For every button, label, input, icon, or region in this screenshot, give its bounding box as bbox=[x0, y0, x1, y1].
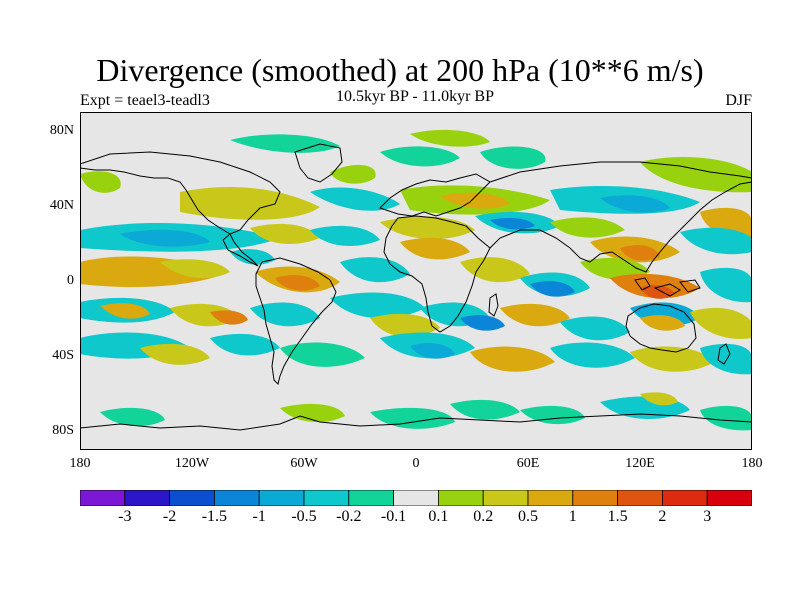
colorbar-label-10: 1 bbox=[568, 508, 577, 525]
colorbar-box-9 bbox=[482, 490, 529, 506]
colorbar-label-0: -3 bbox=[118, 508, 132, 525]
lon-label-0: 0 bbox=[412, 456, 420, 471]
divergence-map bbox=[80, 112, 752, 450]
colorbar-box-7 bbox=[393, 490, 439, 506]
colorbar-label-3: -1 bbox=[252, 508, 266, 525]
colorbar-label-11: 1.5 bbox=[607, 508, 628, 525]
colorbar-box-6 bbox=[348, 490, 394, 506]
map-title: Divergence (smoothed) at 200 hPa (10**6 … bbox=[96, 52, 704, 88]
lon-label-180w: 180 bbox=[69, 456, 91, 471]
colorbar-label-4: -0.5 bbox=[291, 508, 317, 525]
colorbar-label-8: 0.2 bbox=[473, 508, 494, 525]
colorbar-label-6: -0.1 bbox=[380, 508, 407, 525]
colorbar-box-14 bbox=[706, 490, 752, 506]
lat-label-40s: 40S bbox=[52, 348, 74, 363]
colorbar-label-13: 3 bbox=[703, 508, 712, 525]
colorbar bbox=[80, 490, 752, 506]
colorbar-box-3 bbox=[213, 490, 260, 506]
lon-label-120e: 120E bbox=[625, 456, 655, 471]
lon-label-60w: 60W bbox=[290, 456, 318, 471]
colorbar-box-2 bbox=[169, 490, 215, 506]
colorbar-box-11 bbox=[572, 490, 618, 506]
colorbar-label-9: 0.5 bbox=[518, 508, 538, 525]
divergence-field bbox=[80, 129, 752, 431]
colorbar-box-4 bbox=[258, 490, 305, 506]
lat-label-80s: 80S bbox=[52, 423, 74, 438]
colorbar-box-13 bbox=[662, 490, 708, 506]
lon-label-120w: 120W bbox=[174, 456, 210, 471]
colorbar-box-0 bbox=[80, 490, 126, 506]
season-label: DJF bbox=[725, 92, 752, 109]
colorbar-box-5 bbox=[303, 490, 350, 506]
map-frame bbox=[80, 112, 752, 450]
colorbar-box-10 bbox=[527, 490, 574, 506]
colorbar-label-7: 0.1 bbox=[428, 508, 449, 525]
colorbar-box-8 bbox=[437, 490, 484, 506]
lon-label-180e: 180 bbox=[741, 456, 763, 471]
colorbar-label-1: -2 bbox=[162, 508, 177, 525]
lat-label-40n: 40N bbox=[49, 198, 74, 213]
lat-label-80n: 80N bbox=[49, 123, 74, 138]
lon-label-60e: 60E bbox=[516, 456, 540, 471]
coastlines bbox=[80, 143, 752, 431]
colorbar-label-5: -0.2 bbox=[336, 508, 362, 525]
colorbar-label-2: -1.5 bbox=[201, 508, 228, 525]
experiment-label: Expt = teael3-teadl3 bbox=[80, 92, 210, 109]
period-label: 10.5kyr BP - 11.0kyr BP bbox=[336, 88, 494, 105]
colorbar-label-12: 2 bbox=[658, 508, 667, 525]
colorbar-box-12 bbox=[617, 490, 663, 506]
lat-label-0: 0 bbox=[67, 273, 74, 288]
colorbar-box-1 bbox=[124, 490, 170, 506]
